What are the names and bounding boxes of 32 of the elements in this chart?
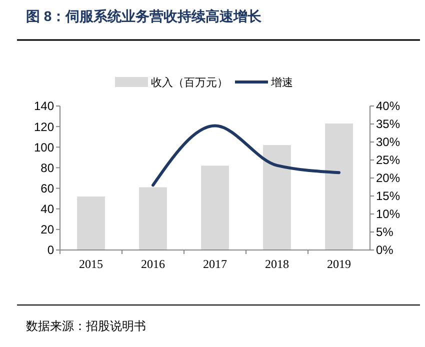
chart-title: 图 8：伺服系统业务营收持续高速增长 [26,8,263,24]
y2-tick-label: 5% [376,225,394,240]
line-series [152,124,340,187]
y-tick-label: 140 [34,99,54,114]
y2-tick-label: 20% [376,171,400,186]
y-tick-label: 100 [34,140,54,154]
y2-tick-label: 25% [376,153,400,168]
y2-tick-label: 0% [376,243,394,258]
bar [139,187,167,250]
bar [201,166,229,250]
y2-tick-label: 40% [376,99,400,114]
y-tick-label: 60 [40,181,54,196]
legend-label: 收入（百万元） [151,76,228,89]
y-tick-label: 40 [40,202,54,216]
x-tick-label: 2018 [265,257,289,271]
y2-tick-label: 10% [376,207,400,222]
y2-tick-label: 35% [376,117,400,132]
x-tick-label: 2017 [203,257,227,271]
y2-tick-label: 30% [376,135,400,150]
y-tick-label: 120 [34,120,54,134]
bar [77,196,105,250]
y-tick-label: 20 [40,222,54,237]
y-tick-label: 80 [40,160,54,175]
x-tick-label: 2016 [141,257,165,271]
x-tick-label: 2019 [327,257,351,271]
y-tick-label: 0 [47,243,54,258]
legend-label: 增速 [270,76,293,89]
source-note: 数据来源：招股说明书 [26,319,146,333]
bar [263,145,291,250]
bar [325,123,353,250]
y2-tick-label: 15% [376,189,400,204]
x-tick-label: 2015 [79,257,103,271]
